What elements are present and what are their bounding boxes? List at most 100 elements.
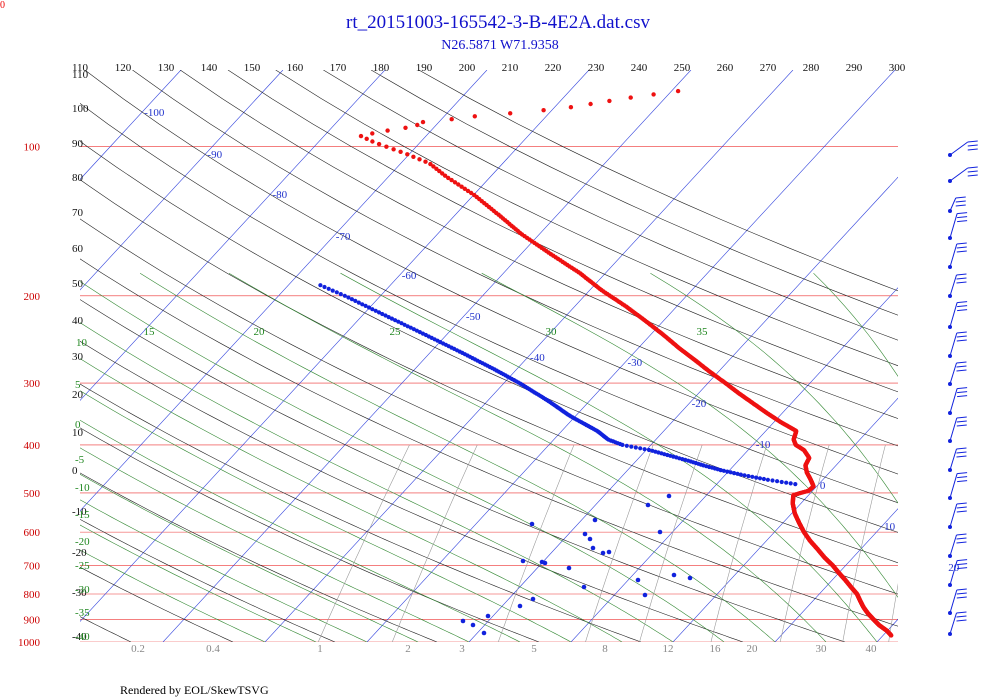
theta-left-label: 10 <box>72 427 84 439</box>
wind-barb-feather <box>956 506 967 509</box>
isotherm-line <box>979 70 1000 642</box>
wind-barb-feather <box>956 592 967 595</box>
temperature-point <box>508 111 513 116</box>
dewpoint-point <box>642 447 647 452</box>
moist-adiabat-line <box>80 499 368 642</box>
mixing-ratio-line <box>779 444 830 642</box>
temperature-point <box>364 136 369 141</box>
isotherm-label: -70 <box>336 231 351 243</box>
dewpoint-point <box>592 517 598 523</box>
wind-barb-feather <box>956 588 967 591</box>
wind-barb-feather <box>956 537 967 540</box>
dewpoint-point <box>775 479 780 484</box>
wind-barb-feather <box>956 277 967 280</box>
footer-credit: Rendered by EOL/SkewTSVG <box>120 683 269 697</box>
mixing-ratio-label: 16 <box>710 643 722 655</box>
mixing-ratio-label: 1 <box>317 643 323 655</box>
theta-top-label: 140 <box>201 62 218 74</box>
dewpoint-point <box>770 478 775 483</box>
temperature-point <box>405 152 410 157</box>
isotherm-label: -80 <box>273 189 288 201</box>
theta-top-label: 160 <box>287 62 304 74</box>
temperature-point <box>651 92 656 97</box>
dewpoint-point <box>732 471 737 476</box>
isotherm-label: -100 <box>144 107 165 119</box>
temperature-point <box>376 141 382 147</box>
isotherm-label: -30 <box>627 357 642 369</box>
temperature-point <box>411 154 416 159</box>
dry-adiabat-line <box>227 70 898 393</box>
mixing-ratio-line <box>391 444 478 642</box>
dewpoint-profile <box>318 283 798 636</box>
isobar-label: 1000 <box>18 637 41 649</box>
isotherm-line <box>80 70 284 291</box>
dewpoint-point <box>396 319 401 324</box>
wind-barb-shaft <box>949 141 969 156</box>
temperature-point <box>452 180 458 185</box>
theta-left-label: -10 <box>72 506 87 518</box>
theta-top-label: 240 <box>631 62 648 74</box>
dry-adiabat-line <box>0 70 29 642</box>
temperature-point <box>449 177 454 183</box>
moist-left-label: 0 <box>75 419 81 431</box>
theta-left-label: 50 <box>72 278 84 290</box>
wind-barb-shaft <box>949 560 958 586</box>
temperature-point <box>459 184 464 189</box>
moist-adiabat-line <box>80 524 317 642</box>
dewpoint-point <box>485 613 491 619</box>
chart-subtitle: N26.5871 W71.9358 <box>441 38 559 53</box>
wind-barb-shaft <box>949 612 957 635</box>
theta-left-label: 30 <box>72 351 84 363</box>
wind-barb-feather <box>956 451 967 454</box>
dewpoint-point <box>386 315 391 320</box>
isobar-label: 100 <box>24 142 41 154</box>
isobar-label: 600 <box>24 527 41 539</box>
dewpoint-point <box>460 618 466 624</box>
dewpoint-point <box>629 444 634 449</box>
isotherm-line <box>774 508 898 642</box>
dewpoint-point <box>779 479 784 485</box>
dry-adiabat-line <box>80 299 845 642</box>
wind-barb-feather <box>957 567 968 570</box>
moist-adiabat-line <box>80 419 521 642</box>
temperature-point <box>420 119 426 125</box>
theta-left-label: 20 <box>72 389 84 401</box>
moist-left-label: -35 <box>75 607 90 619</box>
wind-barb-shaft <box>949 167 969 182</box>
mixing-ratio-label: 12 <box>663 643 674 655</box>
dewpoint-point <box>735 471 740 476</box>
dewpoint-point <box>366 305 372 310</box>
moist-left-label: 5 <box>75 379 81 391</box>
dry-adiabat-line <box>80 102 898 504</box>
wind-barb-feather <box>956 596 967 599</box>
wind-barb-feather <box>967 166 978 169</box>
wind-barb-feather <box>957 212 968 215</box>
wind-barb-feather <box>956 273 967 276</box>
dewpoint-point <box>600 550 606 556</box>
dewpoint-point <box>650 448 655 453</box>
moist-left-label: -20 <box>75 536 90 548</box>
dewpoint-point <box>399 321 404 326</box>
theta-top-label: 130 <box>158 62 175 74</box>
isotherm-label: -90 <box>207 149 222 161</box>
chart-title: rt_20151003-165542-3-B-4E2A.dat.csv <box>346 12 650 33</box>
wind-barb-feather <box>955 204 966 207</box>
dewpoint-point <box>793 482 798 487</box>
wind-barb-feather <box>957 559 968 562</box>
wind-barb-feather <box>957 480 968 483</box>
dewpoint-point <box>725 469 730 474</box>
dewpoint-point <box>646 447 652 453</box>
theta-top-label: 220 <box>545 62 562 74</box>
moist-adiabat-label: 20 <box>254 326 266 338</box>
wind-barb-shaft <box>949 243 958 268</box>
dewpoint-point <box>566 565 572 571</box>
temperature-point <box>370 131 375 136</box>
moist-adiabat-line <box>228 272 827 642</box>
dewpoint-point <box>581 584 587 590</box>
dewpoint-point <box>582 531 588 537</box>
theta-top-label: 290 <box>846 62 863 74</box>
temperature-point <box>449 117 454 122</box>
theta-left-label: -30 <box>72 587 87 599</box>
temperature-point <box>588 101 593 107</box>
wind-barb-feather <box>956 502 967 505</box>
